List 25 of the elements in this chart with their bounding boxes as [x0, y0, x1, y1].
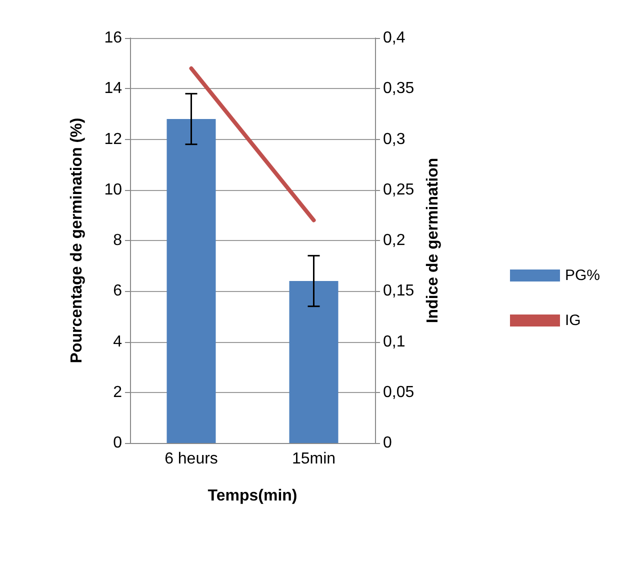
y-tick-label: 8 [113, 232, 122, 249]
y-axis-title: Pourcentage de germination (%) [68, 118, 86, 364]
y2-tick-label: 0,4 [383, 30, 406, 46]
y2-tick-label: 0,1 [383, 333, 406, 350]
y2-tick-label: 0 [383, 434, 392, 452]
x-tick-label: 6 heurs [164, 450, 218, 468]
y2-tick-label: 0,2 [383, 232, 406, 249]
y-tick-label: 0 [113, 434, 122, 452]
y-tick-label: 10 [104, 181, 122, 198]
y2-tick-label: 0,3 [383, 130, 406, 148]
y2-tick-label: 0,05 [383, 384, 414, 401]
y-tick-label: 4 [113, 333, 122, 350]
legend-label: IG [564, 312, 581, 329]
legend-label: PG% [564, 267, 600, 284]
y-tick-label: 6 [113, 282, 122, 300]
x-axis-title: Temps(min) [208, 488, 298, 504]
y2-tick-label: 0,15 [383, 282, 414, 300]
y2-axis-title: Indice de germination [424, 158, 442, 324]
y2-tick-label: 0,25 [383, 181, 414, 198]
x-tick-label: 15min [292, 450, 336, 468]
y-tick-label: 16 [104, 30, 122, 46]
y2-tick-label: 0,35 [383, 80, 414, 98]
y-tick-label: 14 [104, 80, 122, 98]
y-tick-label: 2 [113, 384, 122, 401]
y-tick-label: 12 [104, 130, 122, 148]
